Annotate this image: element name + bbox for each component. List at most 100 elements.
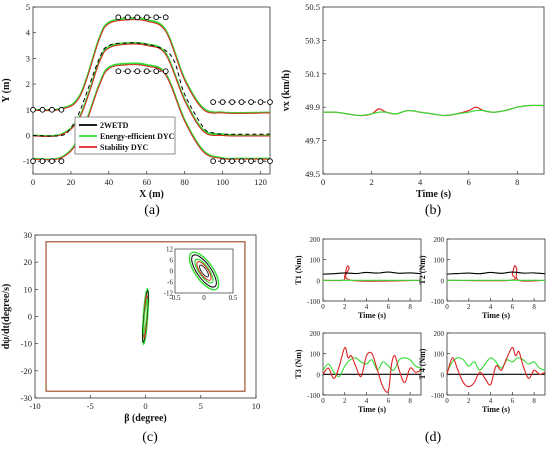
x-tick-label: 80: [180, 177, 189, 187]
y-axis-label: T 4 (Nm): [418, 348, 427, 379]
cone-marker: [30, 106, 36, 113]
cone-marker: [49, 158, 55, 165]
x-tick-label: 0: [143, 401, 147, 411]
phase-loop: [143, 294, 148, 339]
inset-phase-loop: [191, 254, 217, 288]
cone-marker: [134, 68, 141, 75]
plot-frame: [322, 332, 422, 396]
x-axis-label: Time (s): [416, 189, 451, 200]
torque-line: [447, 357, 545, 373]
inset-phase-loop: [199, 264, 209, 278]
cone-marker: [39, 158, 46, 165]
inset-y-tick-label: -12: [164, 290, 174, 298]
y-tick-label: -100: [307, 298, 320, 306]
torque-line: [447, 346, 545, 388]
cone-marker: [219, 158, 226, 165]
cone-marker: [219, 99, 226, 105]
cone-marker: [134, 14, 141, 21]
x-tick-label: 100: [216, 177, 229, 187]
x-tick-label: 2: [343, 397, 347, 405]
cone-marker: [115, 68, 122, 75]
x-tick-label: 0: [321, 303, 325, 311]
x-tick-label: 2: [369, 177, 373, 187]
y-tick-label: 49.5: [305, 169, 320, 179]
y-axis-label: vx (km/h): [281, 70, 292, 111]
x-tick-label: 10: [252, 401, 261, 411]
torque-line: [323, 346, 421, 393]
cone-marker: [124, 14, 131, 21]
cone-marker: [248, 99, 254, 105]
inset-x-tick-label: -0.5: [169, 294, 181, 302]
torque-line: [323, 357, 421, 378]
x-tick-label: 4: [365, 303, 369, 311]
x-tick-label: 4: [418, 177, 423, 187]
y-tick-label: 200: [434, 330, 445, 338]
y-tick-label: 0: [317, 277, 321, 285]
cone-marker: [257, 158, 264, 165]
x-tick-label: 6: [387, 303, 391, 311]
y-tick-label: -100: [431, 392, 444, 400]
x-tick-label: 60: [143, 177, 152, 187]
panel-caption: (c): [142, 430, 158, 445]
x-tick-label: 2: [467, 397, 471, 405]
y-tick-label: 100: [434, 351, 445, 359]
y-tick-label: 20: [24, 257, 33, 267]
trajectory-line: [33, 43, 270, 137]
cone-marker: [162, 68, 169, 75]
x-tick-label: 6: [467, 177, 471, 187]
inset-y-tick-label: -6: [167, 279, 173, 287]
x-tick-label: 20: [67, 177, 76, 187]
cone-marker: [267, 99, 273, 105]
x-tick-label: 120: [254, 177, 267, 187]
torque-line: [447, 271, 545, 275]
panel-c: -10 -5 0 5 10 -30 -20 -10 0 10 20 30 β (degree) dψ/dt…: [1, 230, 260, 445]
legend-label: 2WETD: [100, 121, 129, 130]
cone-marker: [143, 68, 150, 75]
cone-marker: [58, 158, 65, 165]
y-tick-label: 3: [26, 53, 30, 63]
x-tick-label: 2: [467, 303, 471, 311]
x-tick-label: 0: [321, 177, 325, 187]
cone-marker: [153, 68, 160, 75]
y-tick-label: 2: [26, 79, 30, 89]
cone-marker: [248, 158, 254, 165]
cone-marker: [124, 68, 131, 75]
plot-frame: [322, 6, 545, 175]
x-tick-label: 8: [532, 397, 536, 405]
inset-phase-loop: [194, 258, 214, 284]
y-axis-label: T2 (Nm): [418, 255, 427, 284]
cone-marker: [153, 14, 160, 21]
cone-marker: [39, 106, 46, 113]
x-tick-label: 5: [199, 401, 203, 411]
y-tick-label: -1: [23, 156, 30, 166]
x-axis-label: Time (s): [482, 405, 510, 414]
x-tick-label: 4: [489, 397, 493, 405]
x-tick-label: 6: [387, 397, 391, 405]
cone-marker: [58, 106, 65, 113]
x-tick-label: 8: [408, 303, 412, 311]
x-axis-label: X (m): [139, 189, 164, 200]
inset-y-tick-label: 0: [170, 268, 174, 276]
cone-marker: [267, 158, 273, 165]
y-tick-label: 100: [310, 257, 321, 265]
cone-marker: [30, 158, 36, 165]
x-axis-label: Time (s): [358, 405, 386, 414]
y-tick-label: -100: [431, 298, 444, 306]
cone-marker: [115, 14, 122, 21]
x-tick-label: -5: [87, 401, 94, 411]
stability-boundary: [45, 241, 246, 392]
y-tick-label: -30: [21, 393, 32, 403]
y-tick-label: 0: [317, 371, 321, 379]
x-tick-label: 40: [105, 177, 114, 187]
y-tick-label: 200: [434, 236, 445, 244]
inset-y-tick-label: 12: [166, 246, 174, 254]
y-tick-label: 200: [310, 330, 321, 338]
y-axis-label: Y (m): [1, 78, 12, 102]
phase-loop: [141, 287, 150, 346]
x-tick-label: 8: [532, 303, 536, 311]
x-tick-label: 0: [445, 397, 449, 405]
y-tick-label: 1: [26, 105, 30, 115]
cone-marker: [210, 158, 216, 165]
